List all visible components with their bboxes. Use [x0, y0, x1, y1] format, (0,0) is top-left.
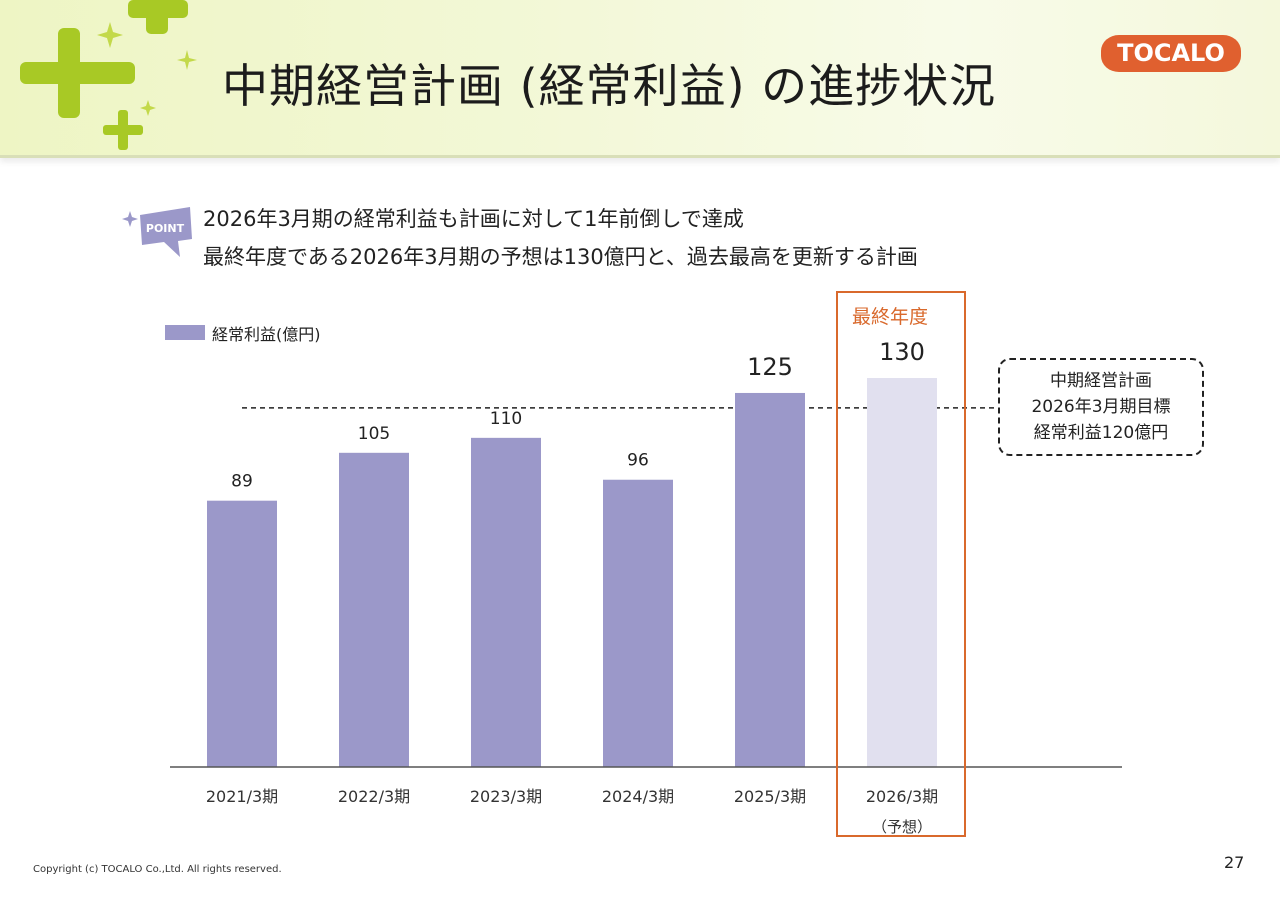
bar: [867, 378, 937, 767]
target-line-2: 2026年3月期目標: [1031, 397, 1171, 417]
data-label: 105: [358, 424, 390, 444]
x-tick-label: 2025/3期: [734, 787, 806, 806]
bar: [339, 452, 409, 767]
point-badge-icon: POINT: [122, 207, 192, 257]
legend-label: 経常利益(億円): [212, 325, 321, 344]
point-line-1: 2026年3月期の経常利益も計画に対して1年前倒しで達成: [203, 207, 744, 231]
target-line-1: 中期経営計画: [1050, 371, 1152, 391]
x-tick-sublabel: （予想）: [872, 818, 932, 836]
point-line-2: 最終年度である2026年3月期の予想は130億円と、過去最高を更新する計画: [203, 245, 918, 269]
data-label: 125: [747, 353, 793, 381]
final-year-label: 最終年度: [852, 306, 929, 328]
legend-swatch: [165, 325, 205, 340]
x-tick-label: 2026/3期: [866, 787, 938, 806]
x-tick-label: 2022/3期: [338, 787, 410, 806]
data-label: 96: [627, 451, 649, 471]
bar: [471, 437, 541, 767]
sparkle-decoration-icon: [20, 0, 197, 150]
bar: [207, 500, 277, 767]
data-label: 110: [490, 409, 522, 429]
target-line-3: 経常利益120億円: [1033, 423, 1169, 443]
target-callout: 中期経営計画 2026年3月期目標 経常利益120億円: [998, 358, 1204, 456]
final-year-highlight-box: [836, 291, 966, 837]
page-title: 中期経営計画 (経常利益) の進捗状況: [222, 59, 997, 113]
data-label: 130: [879, 338, 925, 366]
x-tick-label: 2023/3期: [470, 787, 542, 806]
bar: [603, 479, 673, 767]
page-number: 27: [1224, 853, 1245, 872]
bar: [735, 392, 805, 767]
copyright: Copyright (c) TOCALO Co.,Ltd. All rights…: [33, 864, 282, 875]
tocalo-logo: TOCALO: [1101, 35, 1241, 72]
header-banner: 中期経営計画 (経常利益) の進捗状況 TOCALO: [0, 0, 1280, 158]
point-badge-label: POINT: [146, 222, 185, 235]
x-tick-label: 2024/3期: [602, 787, 674, 806]
x-tick-label: 2021/3期: [206, 787, 278, 806]
data-label: 89: [231, 472, 253, 492]
